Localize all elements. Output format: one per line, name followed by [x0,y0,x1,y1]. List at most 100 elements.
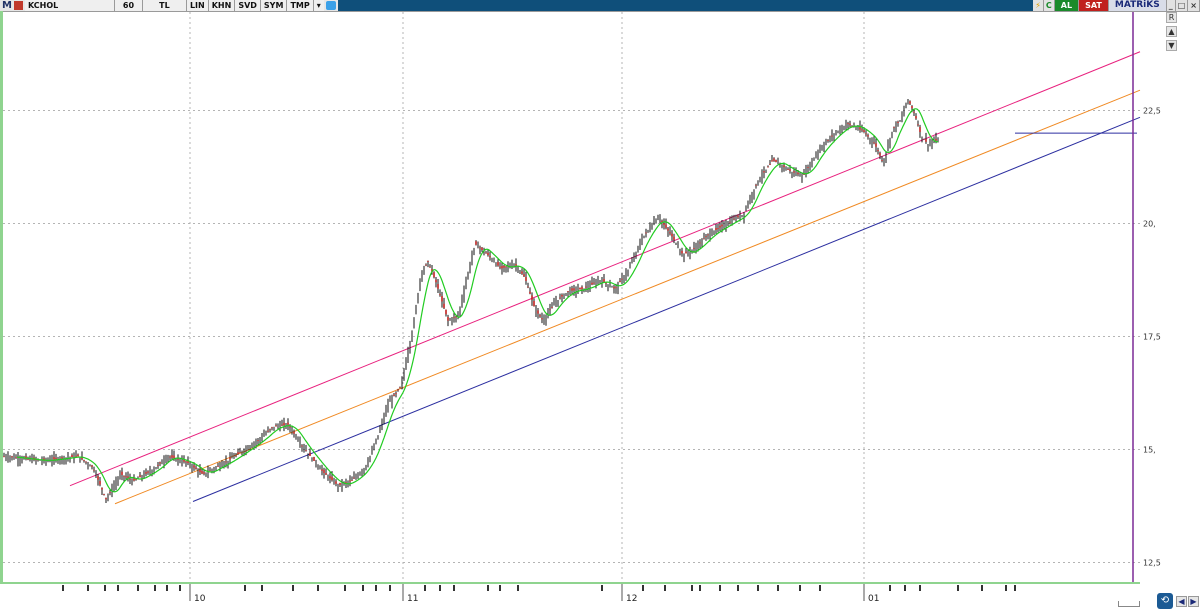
candle-body [331,476,333,481]
candle-body [439,294,441,296]
candle-body [827,139,829,141]
candle-body [83,460,85,461]
candle-body [97,476,99,480]
candle-body [127,476,129,479]
candle-body [71,455,73,458]
sell-button[interactable]: SAT [1079,0,1109,11]
candle-body [531,295,533,300]
candle-body [621,278,623,280]
candle-body [925,139,927,142]
candle-body [539,315,541,317]
candle-body [497,262,499,266]
tmp-button[interactable]: TMP [287,0,314,11]
dropdown-icon[interactable]: ▾ [313,0,324,11]
candle-body [329,476,331,479]
horizontal-scrollbar[interactable] [1118,601,1140,607]
candle-body [783,165,785,168]
candle-body [257,440,259,442]
candle-body [237,452,239,455]
candle-body [715,227,717,230]
candle-body [771,160,773,162]
twitter-icon[interactable] [325,1,336,10]
candle-body [395,393,397,394]
candle-body [667,228,669,231]
svd-button[interactable]: SVD [235,0,261,11]
y-tick-label: 22,5 [1143,107,1161,116]
candle-body [515,264,517,266]
candle-body [281,424,283,426]
sym-button[interactable]: SYM [260,0,288,11]
candle-body [235,455,237,457]
c-button[interactable]: C [1043,0,1055,11]
candle-body [559,297,561,299]
lin-button[interactable]: LIN [186,0,209,11]
candle-body [787,169,789,170]
candle-body [879,152,881,156]
scale-down-icon[interactable]: ▼ [1166,40,1177,51]
candle-body [755,184,757,186]
candle-body [455,316,457,318]
matriks-logo-icon [13,1,23,10]
candle-body [541,318,543,320]
candle-body [485,252,487,254]
chart-toolbar: M KCHOL 60 TL LIN KHN SVD SYM TMP ▾ ⚡ C … [0,0,1200,12]
candle-body [525,277,527,281]
symbol-field[interactable]: KCHOL [24,0,115,11]
candle-body [573,288,575,291]
candle-body [159,462,161,464]
candle-body [503,265,505,268]
candle-body [527,286,529,288]
channel-top-line [69,51,1141,487]
candle-body [309,452,311,456]
candle-body [351,480,353,481]
candle-body [721,224,723,227]
candle-body [11,456,13,458]
candle-body [61,457,63,459]
candle-body [335,481,337,484]
candle-body [803,174,805,175]
period-field[interactable]: 60 [114,0,143,11]
candle-body [289,426,291,428]
y-tick-label: 20, [1143,220,1156,229]
currency-field[interactable]: TL [142,0,187,11]
candle-body [863,130,865,132]
candle-body [917,124,919,126]
candle-body [435,279,437,283]
bolt-icon[interactable]: ⚡ [1033,0,1044,11]
scroll-right-icon[interactable]: ▶ [1188,596,1199,607]
candle-body [105,497,107,500]
candle-body [669,232,671,234]
candle-body [271,427,273,429]
candle-body [85,461,87,463]
candle-body [177,458,179,460]
candle-body [523,274,525,277]
candle-body [521,271,523,274]
candle-body [399,387,401,389]
candle-body [129,479,131,480]
candle-body [681,250,683,254]
candle-body [859,126,861,130]
candle-body [671,233,673,237]
candle-body [283,422,285,426]
candle-body [705,236,707,238]
candle-body [703,238,705,240]
minimize-button[interactable]: _ [1166,0,1176,11]
candle-body [673,236,675,240]
buy-button[interactable]: AL [1054,0,1080,11]
scale-up-icon[interactable]: ▲ [1166,26,1177,37]
candle-body [867,135,869,137]
scroll-left-icon[interactable]: ◀ [1176,596,1187,607]
candle-body [185,461,187,463]
candle-body [877,150,879,152]
khn-button[interactable]: KHN [208,0,236,11]
candle-body [693,247,695,249]
scroll-up-icon[interactable]: R [1166,12,1177,23]
maximize-button[interactable]: □ [1175,0,1189,11]
refresh-icon[interactable]: ⟲ [1157,593,1173,609]
candle-body [157,464,159,466]
candle-body [173,455,175,459]
candle-body [397,389,399,391]
candle-body [501,266,503,269]
candle-body [99,481,101,485]
